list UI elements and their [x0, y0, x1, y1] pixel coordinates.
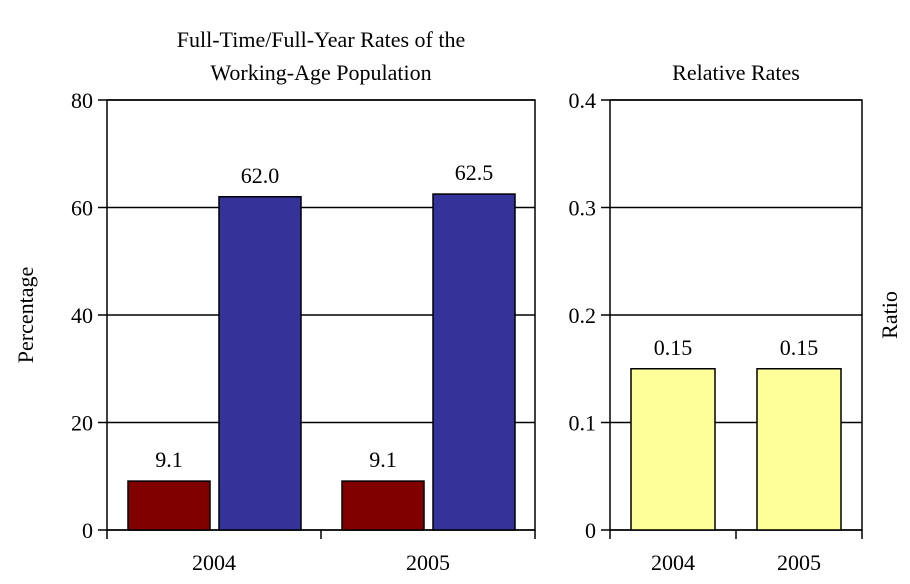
value-label: 0.15: [780, 335, 819, 360]
x-tick-label: 2004: [192, 550, 236, 575]
y-tick-label: 80: [71, 88, 93, 113]
x-tick-label: 2005: [406, 550, 450, 575]
y-axis-label: Percentage: [13, 267, 38, 364]
bar: [432, 193, 516, 531]
value-label: 9.1: [155, 447, 183, 472]
value-label: 9.1: [369, 447, 397, 472]
y-tick-label: 40: [71, 303, 93, 328]
value-label: 0.15: [654, 335, 693, 360]
y-tick-label: 0.3: [569, 196, 597, 221]
bar: [630, 368, 716, 531]
y-tick-label: 0.2: [569, 303, 597, 328]
chart-title: Working-Age Population: [210, 60, 431, 85]
value-label: 62.5: [455, 160, 494, 185]
y-tick-label: 0: [585, 518, 596, 543]
x-tick-label: 2004: [651, 550, 695, 575]
value-label: 62.0: [241, 163, 280, 188]
bar: [127, 480, 211, 531]
bar: [218, 196, 302, 531]
bar: [756, 368, 842, 531]
bar: [341, 480, 425, 531]
chart-title: Relative Rates: [672, 60, 800, 85]
chart-title: Full-Time/Full-Year Rates of the: [177, 27, 465, 52]
y-tick-label: 60: [71, 196, 93, 221]
y-tick-label: 0.4: [569, 88, 597, 113]
y-axis-label: Ratio: [877, 291, 902, 339]
y-tick-label: 20: [71, 411, 93, 436]
y-tick-label: 0.1: [569, 411, 597, 436]
x-tick-label: 2005: [777, 550, 821, 575]
y-tick-label: 0: [82, 518, 93, 543]
